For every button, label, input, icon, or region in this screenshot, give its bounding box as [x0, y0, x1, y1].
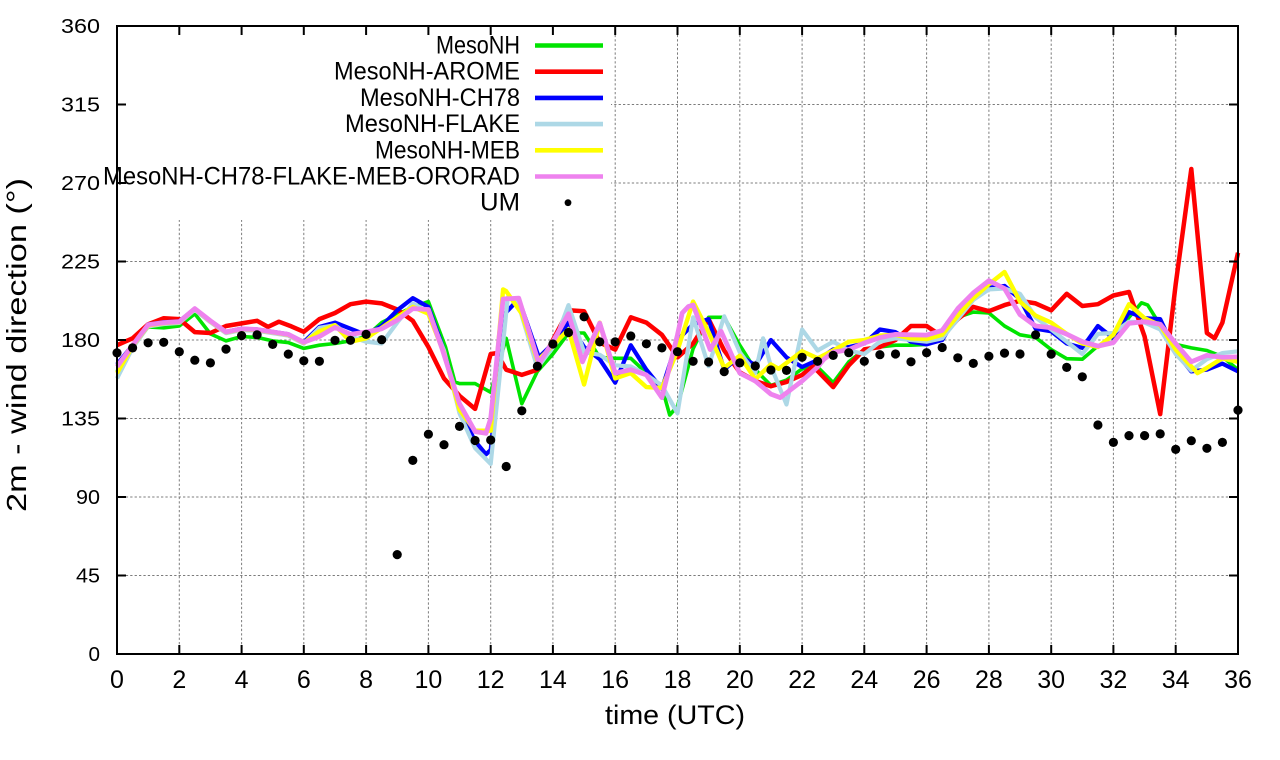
- svg-text:24: 24: [850, 666, 878, 694]
- svg-text:MesoNH-FLAKE: MesoNH-FLAKE: [345, 110, 520, 138]
- svg-text:MesoNH-CH78: MesoNH-CH78: [360, 84, 520, 112]
- svg-text:12: 12: [477, 666, 505, 694]
- svg-text:UM: UM: [480, 189, 520, 217]
- svg-text:45: 45: [76, 565, 100, 587]
- svg-text:14: 14: [539, 666, 567, 694]
- svg-text:MesoNH-AROME: MesoNH-AROME: [334, 58, 520, 86]
- svg-text:MesoNH-MEB: MesoNH-MEB: [375, 136, 520, 164]
- svg-text:MesoNH-CH78-FLAKE-MEB-ORORAD: MesoNH-CH78-FLAKE-MEB-ORORAD: [103, 163, 520, 191]
- svg-text:MesoNH: MesoNH: [436, 32, 520, 60]
- svg-text:2m - wind direction (°): 2m - wind direction (°): [1, 178, 32, 512]
- svg-text:10: 10: [414, 666, 442, 694]
- svg-text:2: 2: [172, 666, 186, 694]
- svg-text:20: 20: [726, 666, 754, 694]
- svg-text:16: 16: [601, 666, 629, 694]
- svg-text:26: 26: [913, 666, 941, 694]
- svg-text:135: 135: [61, 408, 100, 430]
- svg-text:0: 0: [89, 644, 101, 666]
- svg-text:360: 360: [61, 16, 100, 38]
- svg-text:8: 8: [359, 666, 373, 694]
- svg-text:30: 30: [1037, 666, 1065, 694]
- svg-text:4: 4: [235, 666, 249, 694]
- svg-text:0: 0: [110, 666, 124, 694]
- svg-text:22: 22: [788, 666, 816, 694]
- svg-text:28: 28: [975, 666, 1003, 694]
- svg-text:225: 225: [61, 251, 100, 273]
- svg-text:18: 18: [664, 666, 692, 694]
- svg-text:time (UTC): time (UTC): [605, 700, 745, 730]
- svg-text:36: 36: [1224, 666, 1252, 694]
- svg-text:315: 315: [61, 94, 100, 116]
- svg-text:270: 270: [61, 173, 100, 195]
- svg-text:90: 90: [76, 487, 100, 509]
- svg-text:32: 32: [1099, 666, 1127, 694]
- svg-text:34: 34: [1162, 666, 1190, 694]
- svg-text:6: 6: [297, 666, 311, 694]
- svg-text:180: 180: [61, 330, 100, 352]
